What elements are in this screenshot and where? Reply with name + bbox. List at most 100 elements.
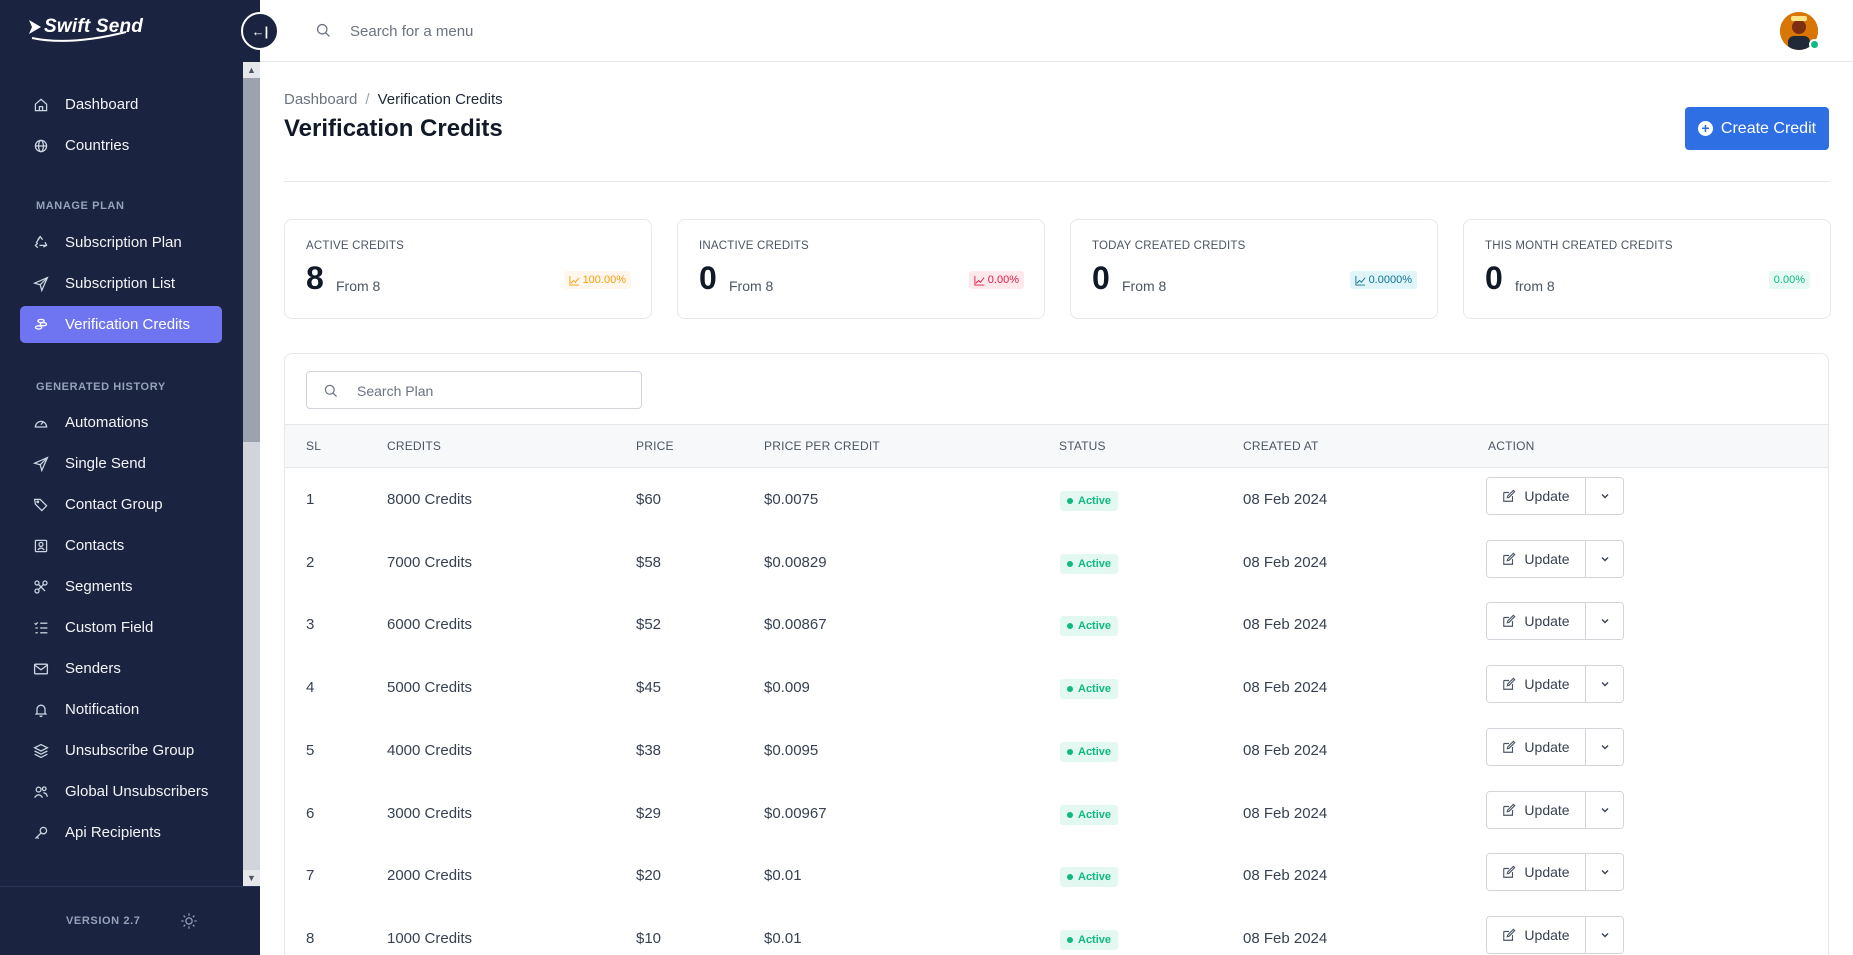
- more-actions-dropdown[interactable]: [1586, 854, 1623, 891]
- trend-chart-icon: [974, 275, 985, 286]
- search-icon: [324, 384, 338, 398]
- cell-credits: 7000 Credits: [387, 553, 473, 571]
- brand-logo[interactable]: Swift Send: [28, 16, 143, 38]
- recycle-icon: [32, 234, 50, 252]
- more-actions-dropdown[interactable]: [1586, 728, 1623, 765]
- column-header-credits[interactable]: CREDITS: [387, 439, 442, 453]
- page-title: Verification Credits: [284, 115, 503, 142]
- sidebar-item-countries[interactable]: Countries: [20, 127, 222, 164]
- chevron-down-icon: [1601, 494, 1608, 499]
- sidebar-item-unsubscribe-group[interactable]: Unsubscribe Group: [20, 732, 222, 769]
- status-label: Active: [1078, 620, 1112, 633]
- more-actions-dropdown[interactable]: [1586, 916, 1623, 953]
- more-actions-dropdown[interactable]: [1586, 791, 1623, 828]
- table-row: 5 4000 Credits $38 $0.0095 Active 08 Feb 2024…: [285, 720, 1828, 782]
- stat-value: 0: [1092, 260, 1110, 296]
- cell-price: $29: [636, 804, 662, 822]
- update-button[interactable]: Update: [1487, 916, 1586, 953]
- cell-credits: 5000 Credits: [387, 679, 473, 697]
- column-header-price[interactable]: PRICE: [636, 439, 674, 453]
- more-actions-dropdown[interactable]: [1586, 603, 1623, 640]
- update-button[interactable]: Update: [1487, 791, 1586, 828]
- more-actions-dropdown[interactable]: [1586, 540, 1623, 577]
- user-avatar[interactable]: [1780, 12, 1818, 50]
- status-dot: [1067, 748, 1073, 755]
- cell-ppc: $0.01: [764, 929, 802, 947]
- more-actions-dropdown[interactable]: [1586, 666, 1623, 703]
- stat-card-inactive-credits: INACTIVE CREDITS 0 From 8 0.00%: [677, 219, 1045, 319]
- table-row: 1 8000 Credits $60 $0.0075 Active 08 Feb 2024…: [285, 469, 1828, 531]
- sidebar-item-verification-credits[interactable]: Verification Credits: [20, 306, 222, 343]
- version-label: VERSION 2.7: [66, 915, 141, 927]
- stat-percent-badge: 0.0000%: [1349, 271, 1417, 289]
- update-label: Update: [1524, 676, 1570, 693]
- sidebar-item-label: Single Send: [65, 455, 146, 472]
- column-header-action[interactable]: ACTION: [1488, 439, 1535, 453]
- chevron-down-icon: [1601, 682, 1608, 687]
- more-actions-dropdown[interactable]: [1586, 478, 1623, 514]
- status-dot: [1067, 686, 1073, 693]
- sidebar-collapse-button[interactable]: ←|: [241, 12, 279, 50]
- sidebar-item-contact-group[interactable]: Contact Group: [20, 486, 222, 523]
- sidebar-scrollbar-thumb[interactable]: [243, 78, 260, 442]
- column-header-created-at[interactable]: CREATED AT: [1243, 439, 1319, 453]
- scroll-down-arrow-icon[interactable]: ▼: [243, 870, 260, 886]
- update-button[interactable]: Update: [1487, 666, 1586, 703]
- sidebar-item-automations[interactable]: Automations: [20, 404, 222, 441]
- sidebar-item-segments[interactable]: Segments: [20, 568, 222, 605]
- create-credit-button[interactable]: + Create Credit: [1685, 107, 1829, 150]
- sidebar-item-dashboard[interactable]: Dashboard: [20, 86, 222, 123]
- sidebar-item-single-send[interactable]: Single Send: [20, 445, 222, 482]
- column-header-price-per-credit[interactable]: PRICE PER CREDIT: [764, 439, 880, 453]
- scroll-up-arrow-icon[interactable]: ▲: [243, 62, 260, 78]
- stat-value: 0: [1485, 260, 1503, 296]
- sidebar-section-heading: GENERATED HISTORY: [36, 381, 166, 393]
- update-label: Update: [1524, 926, 1570, 943]
- sidebar-item-subscription-plan[interactable]: Subscription Plan: [20, 224, 222, 261]
- cell-created-at: 08 Feb 2024: [1243, 741, 1328, 759]
- sidebar-item-custom-field[interactable]: Custom Field: [20, 609, 222, 646]
- update-button[interactable]: Update: [1487, 478, 1586, 514]
- cell-created-at: 08 Feb 2024: [1243, 867, 1328, 885]
- column-header-status[interactable]: STATUS: [1059, 439, 1106, 453]
- cell-sl: 4: [306, 679, 315, 697]
- sidebar-item-api-recipients[interactable]: Api Recipients: [20, 814, 222, 851]
- sidebar-item-subscription-list[interactable]: Subscription List: [20, 265, 222, 302]
- status-label: Active: [1078, 557, 1112, 570]
- update-button[interactable]: Update: [1487, 854, 1586, 891]
- status-dot: [1067, 811, 1073, 818]
- sidebar-item-global-unsubscribers[interactable]: Global Unsubscribers: [20, 773, 222, 810]
- update-button[interactable]: Update: [1487, 540, 1586, 577]
- trend-chart-icon: [1355, 275, 1366, 286]
- plan-search-input[interactable]: [357, 381, 627, 401]
- menu-search-input[interactable]: [350, 18, 750, 44]
- sidebar-item-label: Subscription List: [65, 275, 176, 292]
- sidebar-item-label: Global Unsubscribers: [65, 783, 209, 800]
- stat-percent-badge: 100.00%: [563, 271, 631, 289]
- update-label: Update: [1524, 613, 1570, 630]
- table-row: 4 5000 Credits $45 $0.009 Active 08 Feb 2024 U…: [285, 657, 1828, 719]
- theme-toggle-sun-icon[interactable]: [180, 912, 198, 930]
- column-header-sl[interactable]: SL: [306, 439, 322, 453]
- sidebar-item-label: Contacts: [65, 537, 125, 554]
- update-button[interactable]: Update: [1487, 728, 1586, 765]
- cell-ppc: $0.01: [764, 867, 802, 885]
- status-label: Active: [1078, 745, 1112, 758]
- update-label: Update: [1524, 550, 1570, 567]
- sidebar-item-notification[interactable]: Notification: [20, 691, 222, 728]
- status-badge: Active: [1060, 741, 1119, 762]
- update-button[interactable]: Update: [1487, 603, 1586, 640]
- bell-icon: [32, 701, 50, 719]
- stat-card-this-month-created-credits: THIS MONTH CREATED CREDITS 0 from 8 0.00%: [1463, 219, 1831, 319]
- breadcrumb-current: Verification Credits: [377, 91, 503, 108]
- search-icon: [316, 23, 330, 37]
- row-action-group: Update: [1486, 602, 1624, 641]
- status-badge: Active: [1060, 616, 1119, 637]
- sidebar-item-senders[interactable]: Senders: [20, 650, 222, 687]
- cell-credits: 6000 Credits: [387, 616, 473, 634]
- edit-icon: [1503, 740, 1516, 753]
- breadcrumb-dashboard-link[interactable]: Dashboard: [284, 91, 358, 108]
- sidebar-item-contacts[interactable]: Contacts: [20, 527, 222, 564]
- sidebar-nav: Dashboard Countries MANAGE PLAN Subscriptio…: [0, 62, 243, 880]
- users-icon: [32, 783, 50, 801]
